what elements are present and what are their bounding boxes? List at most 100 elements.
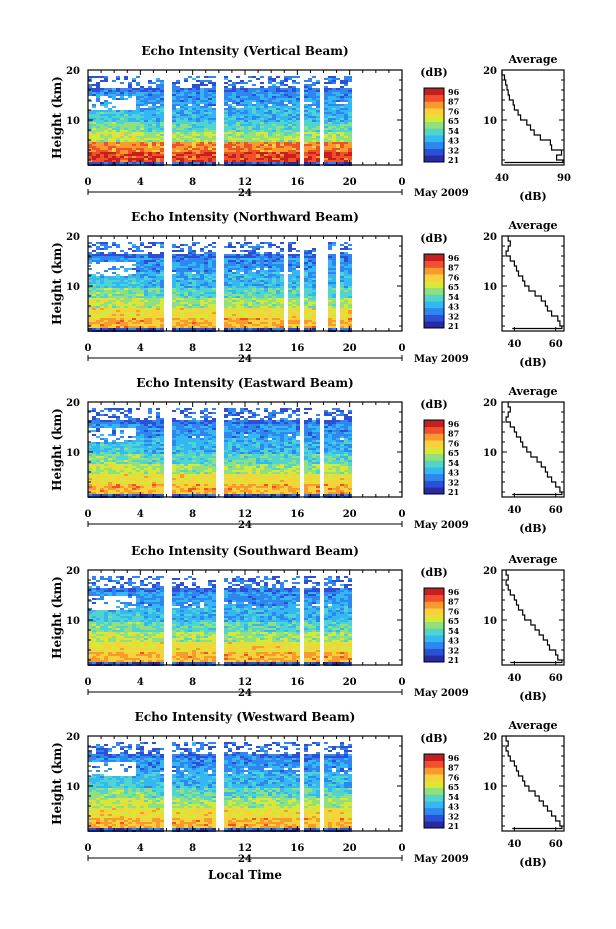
heatmap-cell [348, 308, 352, 310]
heatmap-cell [140, 88, 144, 90]
heatmap-cell [264, 310, 268, 312]
heatmap-cell [248, 306, 252, 308]
heatmap-cell [148, 304, 152, 306]
heatmap-cell [180, 276, 184, 278]
heatmap-cell [324, 108, 328, 110]
heatmap-cell [196, 266, 200, 268]
heatmap-cell [144, 254, 148, 256]
heatmap-cell [88, 456, 92, 458]
heatmap-cell [228, 258, 232, 260]
heatmap-cell [304, 254, 308, 256]
heatmap-cell [188, 310, 192, 312]
heatmap-cell [328, 150, 332, 152]
heatmap-cell [112, 154, 116, 156]
heatmap-cell [296, 274, 300, 276]
heatmap-cell [308, 284, 312, 286]
heatmap-cell [276, 96, 280, 98]
heatmap-cell [204, 258, 208, 260]
heatmap-cell [224, 114, 228, 116]
heatmap-cell [176, 286, 180, 288]
heatmap-cell [260, 120, 264, 122]
heatmap-cell [124, 132, 128, 134]
heatmap-cell [316, 82, 320, 84]
heatmap-cell [192, 110, 196, 112]
heatmap-cell [184, 276, 188, 278]
heatmap-cell [264, 160, 268, 162]
heatmap-cell [344, 256, 348, 258]
heatmap-cell [116, 254, 120, 256]
heatmap-cell [192, 156, 196, 158]
heatmap-cell [332, 286, 336, 288]
heatmap-cell [292, 120, 296, 122]
heatmap-cell [128, 280, 132, 282]
heatmap-cell [212, 94, 216, 96]
heatmap-cell [208, 150, 212, 152]
heatmap-cell [124, 260, 128, 262]
heatmap-cell [248, 114, 252, 116]
colorbar-frame [423, 87, 445, 163]
heatmap-cell [192, 142, 196, 144]
heatmap-cell [336, 146, 340, 148]
heatmap-cell [184, 278, 188, 280]
heatmap-cell [144, 328, 148, 330]
heatmap-cell [156, 128, 160, 130]
heatmap-cell [120, 146, 124, 148]
heatmap-cell [328, 158, 332, 160]
heatmap-cell [348, 94, 352, 96]
heatmap-cell [88, 134, 92, 136]
heatmap-cell [224, 136, 228, 138]
heatmap-cell [152, 256, 156, 258]
heatmap-cell [324, 154, 328, 156]
heatmap-cell [236, 156, 240, 158]
heatmap-cell [128, 328, 132, 330]
heatmap-cell [96, 86, 100, 88]
heatmap-cell [96, 258, 100, 260]
heatmap-cell [288, 132, 292, 134]
heatmap-cell [200, 112, 204, 114]
heatmap-cell [348, 150, 352, 152]
heatmap-cell [312, 314, 316, 316]
heatmap-cell [196, 104, 200, 106]
heatmap-cell [324, 102, 328, 104]
heatmap-cell [224, 268, 228, 270]
heatmap-cell [136, 88, 140, 90]
heatmap-cell [156, 282, 160, 284]
heatmap-cell [212, 290, 216, 292]
heatmap-cell [228, 104, 232, 106]
heatmap-cell [204, 280, 208, 282]
heatmap-cell [160, 322, 164, 324]
heatmap-cell [248, 264, 252, 266]
heatmap-cell [200, 130, 204, 132]
heatmap-cell [192, 120, 196, 122]
heatmap-cell [92, 156, 96, 158]
heatmap-cell [88, 472, 92, 474]
heatmap-cell [140, 258, 144, 260]
heatmap-cell [344, 78, 348, 80]
heatmap-cell [144, 90, 148, 92]
heatmap-cell [124, 118, 128, 120]
heatmap-cell [128, 322, 132, 324]
heatmap-cell [240, 112, 244, 114]
heatmap-cell [304, 284, 308, 286]
heatmap-cell [276, 254, 280, 256]
heatmap-cell [172, 254, 176, 256]
heatmap-cell [296, 302, 300, 304]
heatmap-cell [332, 266, 336, 268]
heatmap-cell [96, 298, 100, 300]
heatmap-cell [312, 84, 316, 86]
heatmap-cell [264, 322, 268, 324]
heatmap-cell [280, 316, 284, 318]
heatmap-cell [184, 162, 188, 164]
heatmap-cell [256, 136, 260, 138]
heatmap-cell [88, 462, 92, 464]
heatmap-eastward [88, 408, 352, 498]
heatmap-cell [256, 138, 260, 140]
heatmap-cell [312, 118, 316, 120]
heatmap-cell [200, 122, 204, 124]
heatmap-cell [160, 148, 164, 150]
heatmap-cell [336, 152, 340, 154]
heatmap-cell [180, 248, 184, 250]
x-tick-label: 4 [137, 343, 144, 354]
heatmap-cell [252, 126, 256, 128]
heatmap-cell [240, 294, 244, 296]
